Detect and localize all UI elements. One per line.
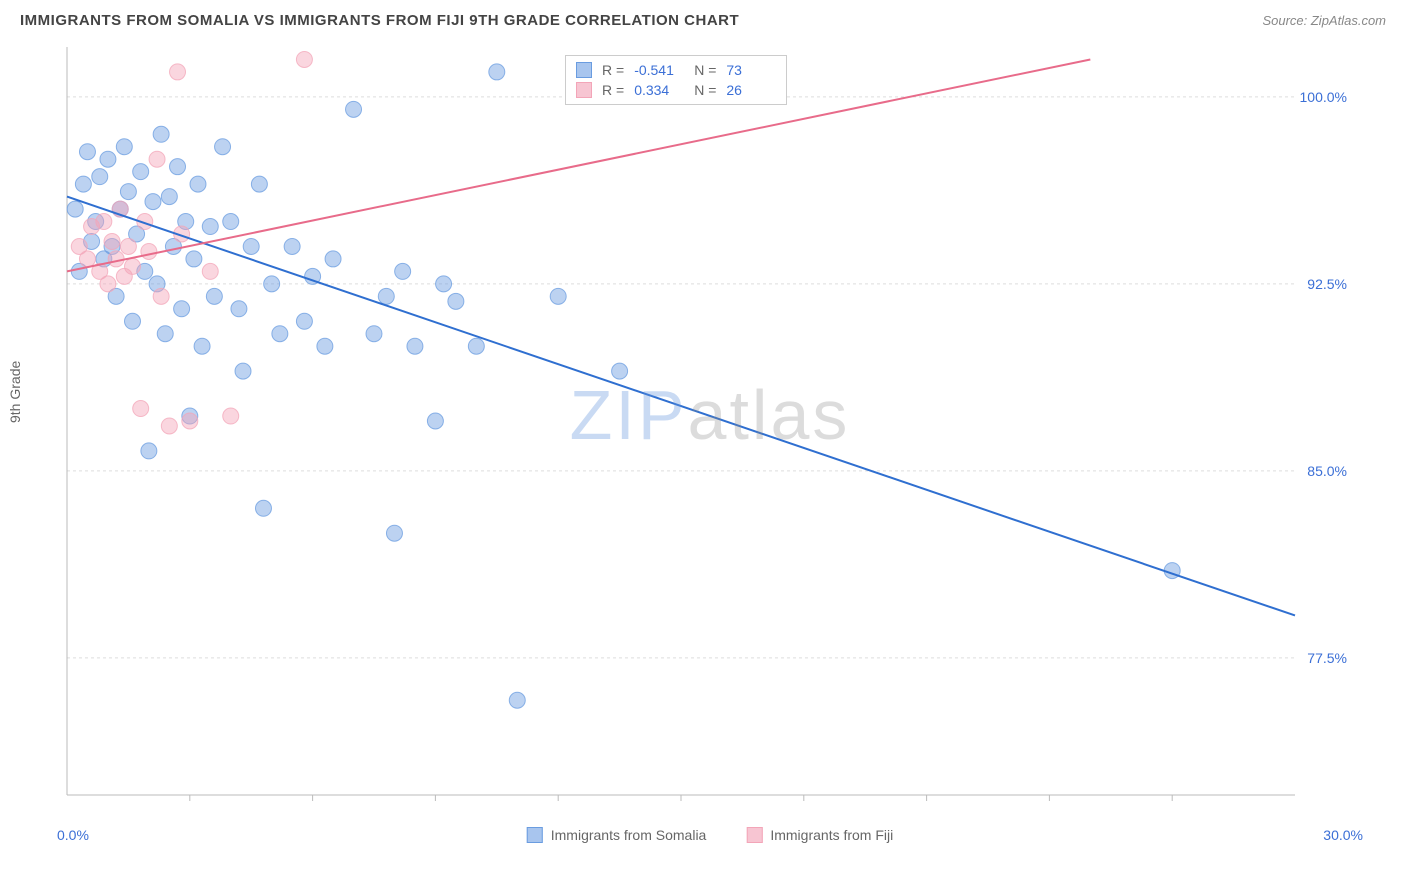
n-value-fiji: 26 xyxy=(726,82,776,98)
svg-text:92.5%: 92.5% xyxy=(1307,276,1347,292)
chart-title: IMMIGRANTS FROM SOMALIA VS IMMIGRANTS FR… xyxy=(20,12,739,29)
n-value-somalia: 73 xyxy=(726,62,776,78)
x-axis-left-label: 0.0% xyxy=(57,827,89,843)
swatch-fiji xyxy=(576,82,592,98)
legend-swatch-fiji xyxy=(746,827,762,843)
n-label: N = xyxy=(694,82,716,98)
x-axis-right-label: 30.0% xyxy=(1323,827,1363,843)
chart-svg: 77.5% 85.0% 92.5% 100.0% xyxy=(65,45,1355,815)
svg-text:85.0%: 85.0% xyxy=(1307,463,1347,479)
swatch-somalia xyxy=(576,62,592,78)
legend-swatch-somalia xyxy=(527,827,543,843)
r-label: R = xyxy=(602,82,624,98)
legend-label-fiji: Immigrants from Fiji xyxy=(770,827,893,843)
svg-text:100.0%: 100.0% xyxy=(1300,89,1347,105)
stats-legend: R = -0.541 N = 73 R = 0.334 N = 26 xyxy=(565,55,787,105)
stats-row-fiji: R = 0.334 N = 26 xyxy=(576,80,776,100)
chart-header: IMMIGRANTS FROM SOMALIA VS IMMIGRANTS FR… xyxy=(0,0,1406,37)
legend-item-somalia: Immigrants from Somalia xyxy=(527,827,707,843)
chart-source: Source: ZipAtlas.com xyxy=(1262,13,1386,28)
y-axis-label: 9th Grade xyxy=(7,361,23,423)
svg-text:77.5%: 77.5% xyxy=(1307,650,1347,666)
series-legend: Immigrants from Somalia Immigrants from … xyxy=(527,827,894,843)
n-label: N = xyxy=(694,62,716,78)
legend-label-somalia: Immigrants from Somalia xyxy=(551,827,707,843)
chart-area: 9th Grade 77.5%85.0%92.5%100.0% ZIPatlas… xyxy=(20,45,1386,845)
r-label: R = xyxy=(602,62,624,78)
stats-row-somalia: R = -0.541 N = 73 xyxy=(576,60,776,80)
r-value-fiji: 0.334 xyxy=(634,82,684,98)
legend-item-fiji: Immigrants from Fiji xyxy=(746,827,893,843)
r-value-somalia: -0.541 xyxy=(634,62,684,78)
plot-area: 77.5%85.0%92.5%100.0% ZIPatlas R = -0.54… xyxy=(65,45,1355,815)
